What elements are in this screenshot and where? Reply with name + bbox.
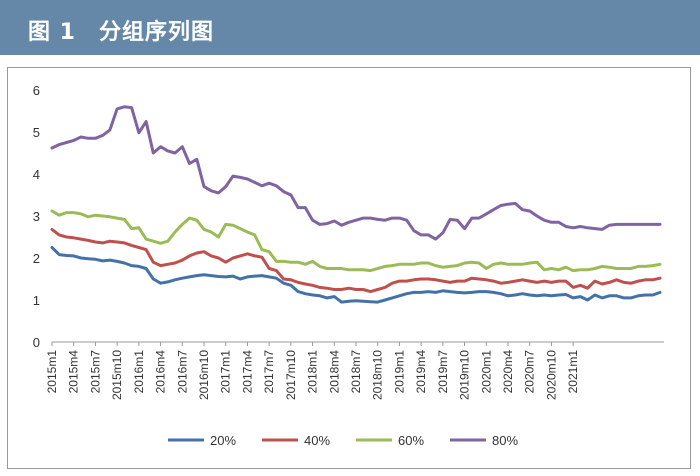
legend-label: 40%: [304, 433, 330, 448]
chart-frame: [7, 67, 691, 469]
x-tick-label: 2017m7: [262, 350, 276, 394]
x-tick-label: 2017m4: [240, 350, 254, 394]
legend-label: 80%: [492, 433, 518, 448]
x-tick-label: 2015m1: [45, 350, 59, 394]
x-tick-label: 2019m4: [414, 350, 428, 394]
x-tick-label: 2021m1: [566, 350, 580, 394]
title-bar: 图 1 分组序列图: [0, 0, 700, 55]
x-tick-label: 2016m10: [197, 350, 211, 400]
x-tick-label: 2018m10: [371, 350, 385, 400]
x-tick-label: 2015m10: [110, 350, 124, 400]
y-tick-label: 2: [33, 251, 40, 266]
legend-label: 20%: [210, 433, 236, 448]
x-tick-label: 2020m7: [523, 350, 537, 394]
chart-series: [50, 105, 662, 304]
x-tick-label: 2019m10: [458, 350, 472, 400]
x-tick-label: 2019m1: [392, 350, 406, 394]
y-tick-label: 5: [33, 125, 40, 140]
x-tick-label: 2020m1: [479, 350, 493, 394]
chart-legend: 20% 40% 60% 80%: [168, 433, 518, 448]
y-tick-label: 6: [33, 83, 40, 98]
x-tick-label: 2020m10: [544, 350, 558, 400]
y-tick-label: 1: [33, 293, 40, 308]
legend-label: 60%: [398, 433, 424, 448]
x-tick-label: 2017m10: [284, 350, 298, 400]
x-tick-label: 2017m1: [219, 350, 233, 394]
x-tick-label: 2018m4: [327, 350, 341, 394]
x-tick-label: 2018m7: [349, 350, 363, 394]
x-tick-label: 2020m4: [501, 350, 515, 394]
page-title: 图 1 分组序列图: [28, 20, 214, 45]
x-tick-label: 2015m4: [67, 350, 81, 394]
series-line-40pct: [50, 227, 662, 294]
chart-axes: 0 1 2 3 4 5 6 2015m1 2015m4 2015m7 2015m10 2016m1 20…: [33, 83, 664, 400]
series-line-80pct: [50, 105, 662, 241]
series-line-60pct: [50, 209, 662, 273]
y-tick-label: 4: [33, 167, 40, 182]
x-tick-label: 2018m1: [306, 350, 320, 394]
y-tick-label: 3: [33, 209, 40, 224]
series-line-20pct: [50, 246, 662, 304]
x-tick-label: 2016m7: [175, 350, 189, 394]
x-tick-label: 2016m4: [154, 350, 168, 394]
x-tick-label: 2015m7: [88, 350, 102, 394]
y-tick-label: 0: [33, 335, 40, 350]
x-tick-label: 2016m1: [132, 350, 146, 394]
x-tick-label: 2019m7: [436, 350, 450, 394]
